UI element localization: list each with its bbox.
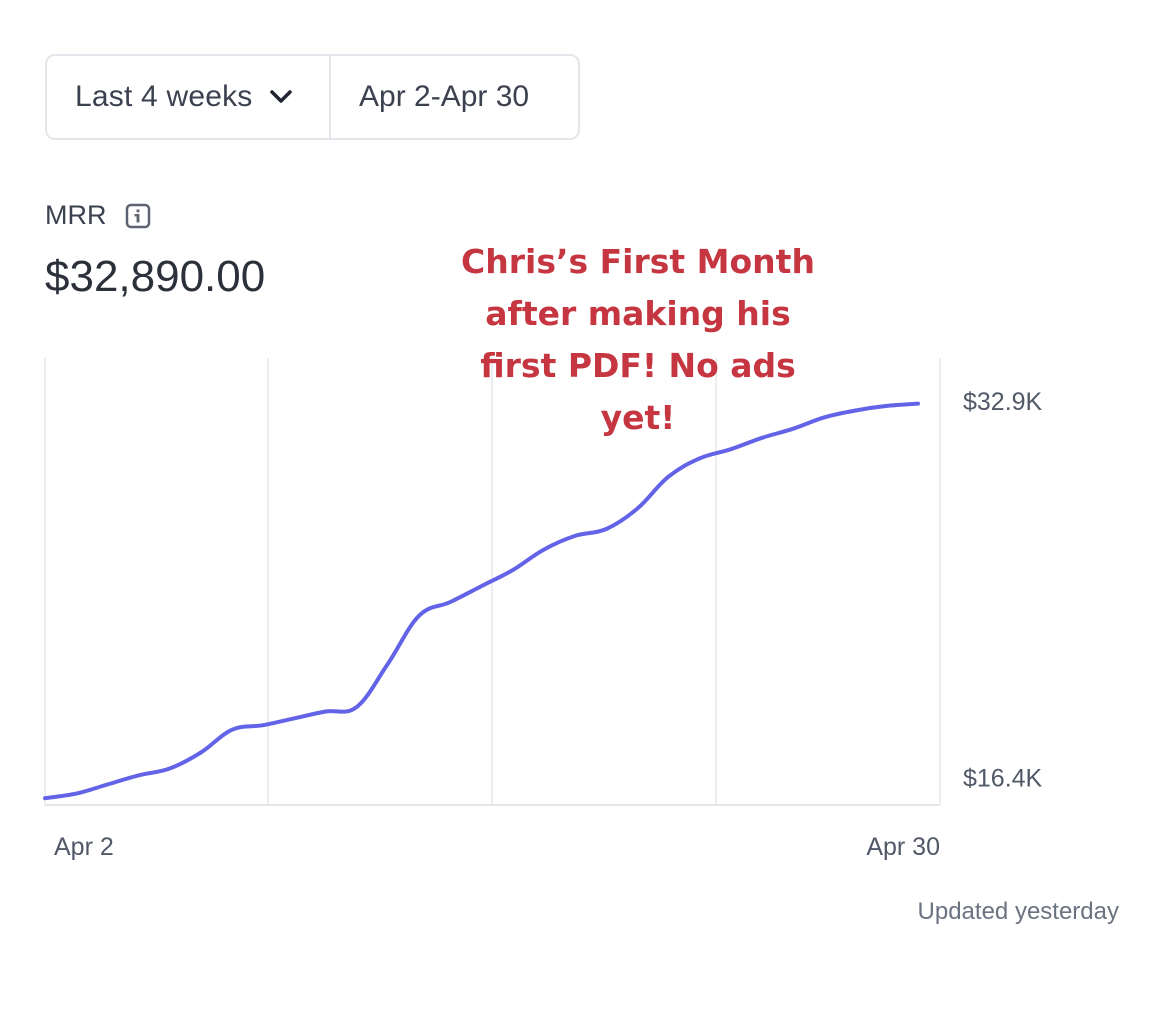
chart-grid xyxy=(44,358,941,805)
mrr-line-chart: $32.9K $16.4K Apr 2 Apr 30 xyxy=(43,358,1043,861)
range-dropdown[interactable]: Last 4 weeks xyxy=(47,56,331,138)
date-range-control: Last 4 weeks Apr 2-Apr 30 xyxy=(45,54,580,140)
date-range-label: Apr 2-Apr 30 xyxy=(359,80,530,113)
chevron-down-icon xyxy=(269,89,293,105)
info-icon[interactable] xyxy=(125,203,151,229)
metric-label: MRR xyxy=(45,200,107,230)
date-range-button[interactable]: Apr 2-Apr 30 xyxy=(331,56,578,138)
metric-value: $32,890.00 xyxy=(45,252,266,301)
updated-timestamp: Updated yesterday xyxy=(917,898,1119,925)
x-tick-label: Apr 30 xyxy=(866,833,940,861)
y-tick-label: $32.9K xyxy=(963,388,1043,416)
x-tick-label: Apr 2 xyxy=(54,833,114,861)
y-tick-label: $16.4K xyxy=(963,765,1043,793)
annotation-text: Chris’s First Month after making his fir… xyxy=(461,242,815,437)
metric-header: MRR xyxy=(45,200,151,231)
mrr-series-line xyxy=(43,401,920,801)
range-dropdown-label: Last 4 weeks xyxy=(75,80,253,113)
